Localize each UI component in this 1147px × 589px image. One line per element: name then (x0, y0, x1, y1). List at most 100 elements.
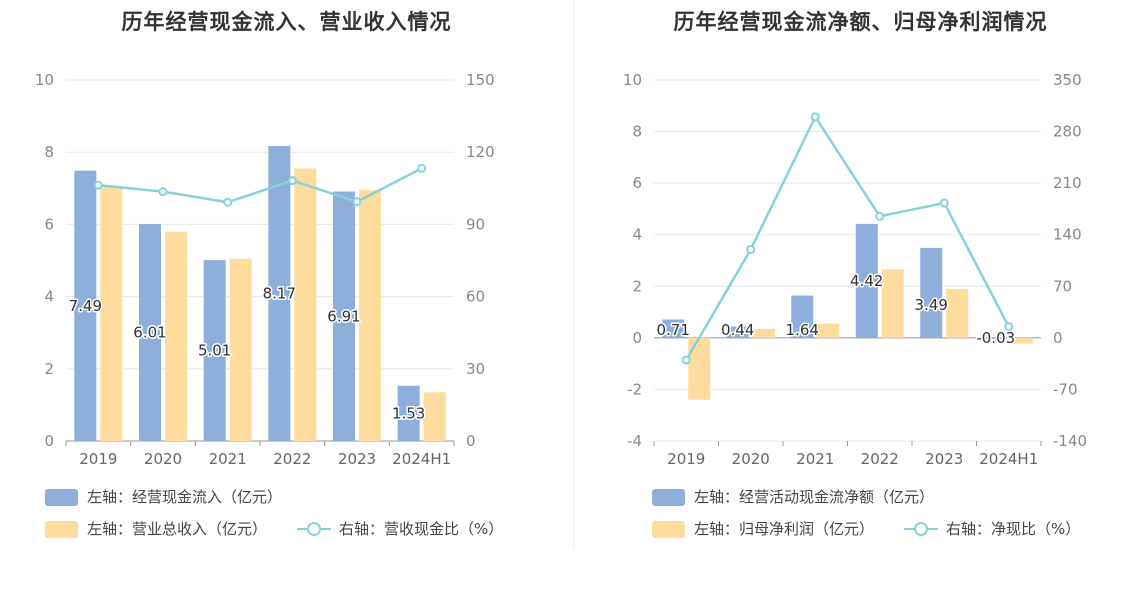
right-chart-bar-secondary (752, 328, 775, 338)
panel-divider (573, 0, 574, 548)
right-chart-left-tick-label: 6 (632, 174, 642, 192)
left-chart-right-tick-label: 90 (466, 215, 485, 233)
right-chart-left-tick-label: 4 (632, 226, 642, 244)
right-chart-bar-secondary (688, 337, 711, 400)
right-chart-left-tick-label: 0 (632, 329, 642, 347)
left-chart-x-tick-label: 2023 (338, 450, 376, 468)
left-chart-ratio-point (93, 180, 103, 190)
left-chart-left-tick-label: 8 (44, 143, 54, 161)
legend-label-net-cash-ratio: 右轴：净现比（%） (946, 520, 1081, 538)
right-chart-x-tick-label: 2020 (732, 450, 770, 468)
left-chart-bar-value-label: 7.49 (69, 297, 102, 315)
right-chart-x-tick-label: 2019 (667, 450, 705, 468)
left-chart-ratio-point (287, 176, 297, 186)
left-chart-ratio-point (223, 197, 233, 207)
right-chart-right-tick-label: 350 (1053, 71, 1082, 89)
left-chart-right-tick-label: 150 (466, 71, 495, 89)
left-chart-panel: 历年经营现金流入、营业收入情况 0 0 2 30 4 60 6 90 8 120 10 150 2019… (0, 0, 573, 589)
right-chart-right-tick-label: 210 (1053, 174, 1082, 192)
right-chart-panel: 历年经营现金流净额、归母净利润情况 -4 -140 -2 -70 0 0 2 70 4 140 6 2… (574, 0, 1147, 589)
legend-label-total-revenue: 左轴：营业总收入（亿元） (87, 520, 268, 538)
left-chart-bar-value-label: 1.53 (392, 404, 425, 422)
right-chart-bar-secondary (817, 323, 840, 338)
left-chart-x-tick-label: 2024H1 (392, 450, 451, 468)
left-chart-ratio-point (417, 163, 427, 173)
left-chart-bar-secondary (229, 258, 252, 441)
right-chart-ratio-point (1004, 322, 1014, 332)
legend-swatch-cash-inflow (45, 489, 78, 506)
right-chart-right-tick-label: 70 (1053, 277, 1072, 295)
left-chart-bar-value-label: 5.01 (198, 342, 231, 360)
right-chart-bar-primary (726, 326, 749, 338)
right-chart-bar-value-label: 3.49 (915, 296, 948, 314)
right-chart-bar-value-label: 0.71 (657, 321, 690, 339)
left-chart-left-tick-label: 0 (44, 432, 54, 450)
left-chart-right-tick-label: 60 (466, 288, 485, 306)
right-chart-left-tick-label: -2 (627, 380, 642, 398)
right-chart-right-tick-label: -70 (1053, 380, 1078, 398)
right-chart-bar-primary (920, 247, 943, 338)
left-chart-title: 历年经营现金流入、营业收入情况 (121, 10, 452, 34)
right-chart-bar-value-label: 4.42 (850, 272, 883, 290)
right-chart-bar-secondary (946, 288, 969, 338)
right-chart-x-tick-label: 2024H1 (979, 450, 1038, 468)
left-chart-bar-value-label: 8.17 (263, 285, 296, 303)
right-chart-bar-secondary (881, 269, 904, 338)
right-chart-bar-secondary (1010, 337, 1033, 344)
left-chart-right-tick-label: 0 (466, 432, 476, 450)
right-chart-left-tick-label: -4 (627, 432, 642, 450)
left-chart-bar-secondary (100, 186, 123, 441)
left-chart-left-tick-label: 4 (44, 288, 54, 306)
left-chart-bar-primary (397, 385, 420, 441)
right-chart-ratio-point (810, 112, 820, 122)
legend-label-revenue-cash-ratio: 右轴：营收现金比（%） (339, 520, 504, 538)
right-chart-right-tick-label: -140 (1053, 432, 1087, 450)
left-chart-right-tick-label: 30 (466, 360, 485, 378)
legend-line-icon (904, 522, 938, 536)
left-chart-ratio-point (158, 187, 168, 197)
left-chart-x-tick-label: 2021 (209, 450, 247, 468)
legend-label-net-profit: 左轴：归母净利润（亿元） (694, 520, 875, 538)
right-chart-left-tick-label: 8 (632, 123, 642, 141)
left-chart-bar-secondary (359, 190, 381, 441)
legend-label-cash-inflow: 左轴：经营现金流入（亿元） (87, 488, 283, 506)
right-chart-right-tick-label: 0 (1053, 329, 1063, 347)
right-chart-x-tick-label: 2023 (925, 450, 963, 468)
right-chart-title: 历年经营现金流净额、归母净利润情况 (673, 10, 1048, 34)
left-chart-bar-primary (268, 146, 291, 442)
legend-swatch-total-revenue (45, 521, 78, 538)
right-chart-ratio-point (746, 244, 756, 254)
left-chart-x-tick-label: 2020 (144, 450, 182, 468)
legend-line-icon (297, 522, 331, 536)
right-chart-ratio-point (875, 211, 885, 221)
right-chart-x-tick-label: 2022 (861, 450, 899, 468)
right-chart-ratio-line (685, 114, 1010, 361)
left-chart-bar-secondary (423, 392, 446, 441)
left-chart-left-tick-label: 2 (44, 360, 54, 378)
right-chart-ratio-point (681, 355, 691, 365)
left-chart-bar-secondary (294, 168, 317, 441)
legend-label-net-operating-cash: 左轴：经营活动现金流净额（亿元） (694, 488, 935, 506)
left-chart-bar-primary (203, 260, 226, 441)
right-legend-row-2: 左轴：归母净利润（亿元） 右轴：净现比（%） (574, 518, 1147, 540)
right-chart-bar-primary (855, 223, 878, 338)
right-chart-bar-primary (984, 337, 1007, 339)
left-chart-x-tick-label: 2022 (273, 450, 311, 468)
right-chart-left-tick-label: 10 (623, 71, 642, 89)
left-chart-left-tick-label: 6 (44, 215, 54, 233)
left-chart-x-tick-label: 2019 (79, 450, 117, 468)
left-chart-bar-value-label: 6.91 (327, 307, 360, 325)
left-chart-bar-secondary (165, 231, 187, 441)
left-chart-bar-primary (333, 191, 355, 441)
right-chart-bar-primary (662, 319, 685, 338)
left-legend-row-2: 左轴：营业总收入（亿元） 右轴：营收现金比（%） (0, 518, 573, 540)
left-legend-row-1: 左轴：经营现金流入（亿元） (0, 486, 573, 508)
left-chart-ratio-point (352, 197, 362, 207)
right-chart-right-tick-label: 280 (1053, 123, 1082, 141)
right-chart-bar-value-label: 0.44 (721, 321, 754, 339)
right-legend-row-1: 左轴：经营活动现金流净额（亿元） (574, 486, 1147, 508)
left-chart-ratio-line (98, 167, 423, 204)
left-chart-svg: 0 0 2 30 4 60 6 90 8 120 10 150 2019 2020 2021 2022 2023… (35, 71, 495, 468)
left-chart-bar-primary (139, 224, 161, 441)
legend-swatch-net-operating-cash (652, 489, 685, 506)
